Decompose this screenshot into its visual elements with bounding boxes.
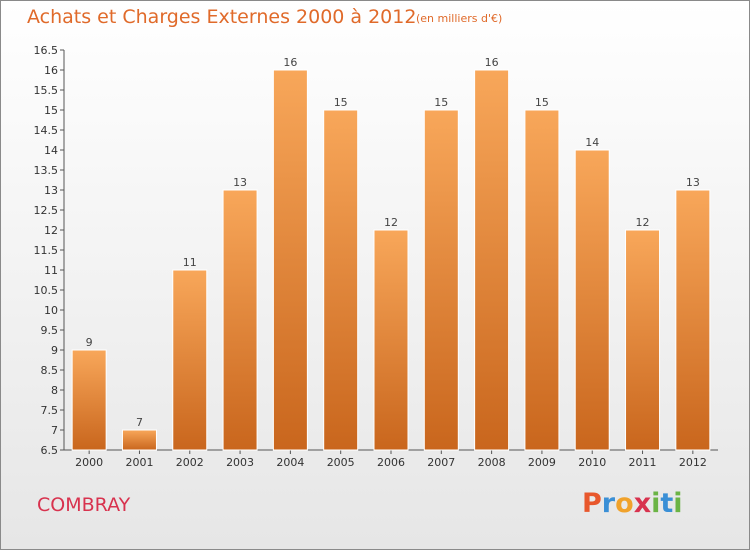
y-tick-label: 14 (44, 144, 58, 157)
data-label-2006: 12 (384, 216, 398, 229)
y-tick-label: 11 (44, 264, 58, 277)
chart-subtitle: (en milliers d'€) (416, 12, 503, 25)
x-tick-label-2012: 2012 (679, 456, 707, 469)
x-tick-label-2010: 2010 (578, 456, 606, 469)
logo-letter: t (660, 488, 674, 519)
data-label-2012: 13 (686, 176, 700, 189)
y-tick-label: 9.5 (41, 324, 59, 337)
data-label-2007: 15 (434, 96, 448, 109)
data-label-2000: 9 (86, 336, 93, 349)
data-label-2001: 7 (136, 416, 143, 429)
bar-2012 (675, 189, 711, 451)
y-tick-label: 16.5 (34, 44, 59, 57)
x-tick-label-2001: 2001 (125, 456, 153, 469)
bar-2011 (625, 229, 661, 451)
y-tick-label: 16 (44, 64, 58, 77)
logo-letter: x (633, 488, 652, 519)
y-tick-label: 10 (44, 304, 58, 317)
data-label-2002: 11 (183, 256, 197, 269)
bar-2007 (423, 109, 459, 451)
logo-letter: i (651, 488, 661, 519)
y-tick-label: 7.5 (41, 404, 59, 417)
y-axis: 6.5 7 7.5 8 8.5 9 9.5 10 10.5 11 11.5 12 12.5 13 13.5 1… (34, 44, 65, 457)
data-label-2011: 12 (636, 216, 650, 229)
data-label-2010: 14 (585, 136, 599, 149)
y-tick-label: 9 (51, 344, 58, 357)
y-tick-label: 8.5 (41, 364, 59, 377)
y-tick-label: 14.5 (34, 124, 59, 137)
x-tick-label-2003: 2003 (226, 456, 254, 469)
y-tick-label: 6.5 (41, 444, 59, 457)
logo-letter: i (673, 488, 683, 519)
x-tick-label-2011: 2011 (629, 456, 657, 469)
y-tick-label: 10.5 (34, 284, 59, 297)
bar-2009 (524, 109, 560, 451)
y-tick-label: 15 (44, 104, 58, 117)
data-label-2009: 15 (535, 96, 549, 109)
x-tick-label-2000: 2000 (75, 456, 103, 469)
bars (71, 69, 711, 451)
y-tick-label: 7 (51, 424, 58, 437)
data-label-2008: 16 (485, 56, 499, 69)
y-tick-label: 15.5 (34, 84, 59, 97)
y-tick-label: 13.5 (34, 164, 59, 177)
bar-2002 (172, 269, 208, 451)
data-labels: 9 7 11 13 16 15 12 15 16 15 14 12 13 (86, 56, 700, 429)
data-label-2003: 13 (233, 176, 247, 189)
bar-2004 (272, 69, 308, 451)
x-tick-label-2007: 2007 (427, 456, 455, 469)
x-tick-label-2005: 2005 (327, 456, 355, 469)
bar-2005 (323, 109, 359, 451)
logo-letter: P (582, 488, 602, 519)
data-label-2004: 16 (283, 56, 297, 69)
y-tick-label: 8 (51, 384, 58, 397)
bar-2000 (71, 349, 107, 451)
x-tick-label-2004: 2004 (276, 456, 304, 469)
data-label-2005: 15 (334, 96, 348, 109)
logo-letter: r (601, 488, 616, 519)
y-tick-label: 11.5 (34, 244, 59, 257)
logo-letter: o (615, 488, 634, 519)
bar-2001 (121, 429, 157, 451)
x-tick-label-2009: 2009 (528, 456, 556, 469)
bar-2008 (474, 69, 510, 451)
x-tick-label-2002: 2002 (176, 456, 204, 469)
chart-title: Achats et Charges Externes 2000 à 2012 (27, 6, 417, 28)
x-tick-label-2006: 2006 (377, 456, 405, 469)
proxiti-logo: Proxiti (582, 488, 683, 519)
y-tick-label: 12.5 (34, 204, 59, 217)
commune-name: COMBRAY (37, 494, 131, 516)
x-axis: 2000 2001 2002 2003 2004 2005 2006 2007 2008 2009… (64, 449, 718, 469)
bar-2006 (373, 229, 409, 451)
x-tick-label-2008: 2008 (478, 456, 506, 469)
bar-2003 (222, 189, 258, 451)
y-tick-label: 13 (44, 184, 58, 197)
bar-2010 (574, 149, 610, 451)
y-tick-label: 12 (44, 224, 58, 237)
